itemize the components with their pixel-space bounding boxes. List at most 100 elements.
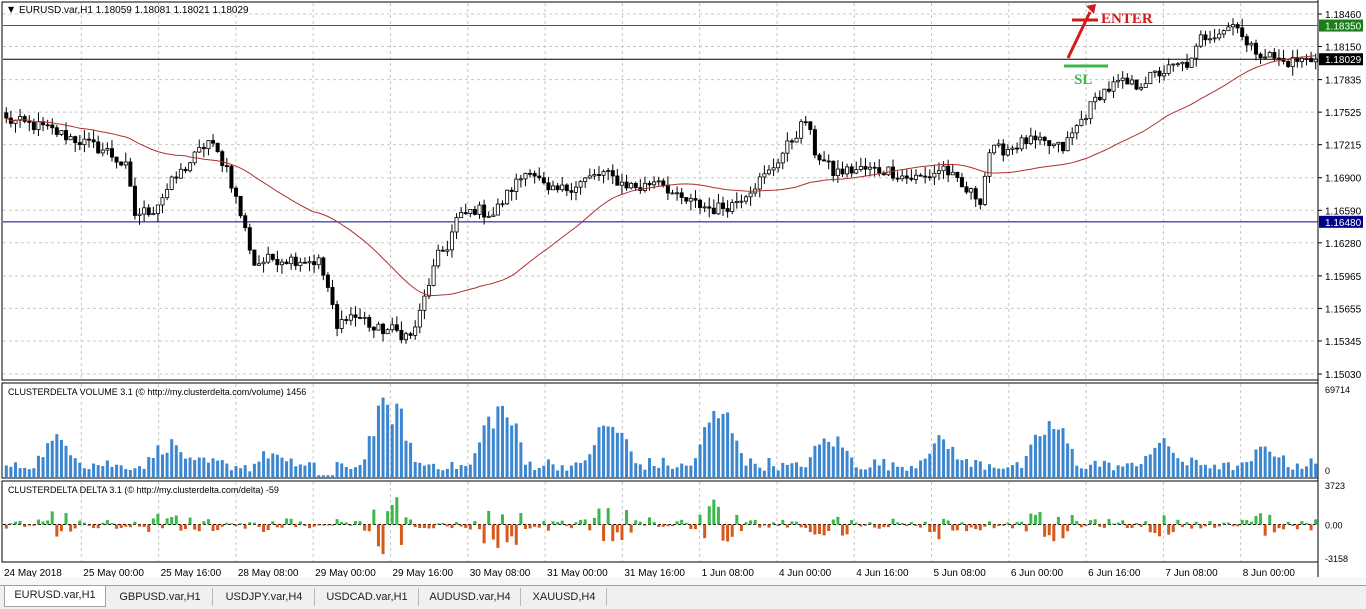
delta-bar [312,524,316,527]
tab-usdcad[interactable]: USDCAD.var,H1 [316,588,419,606]
delta-bar [1148,524,1152,533]
candle-body [482,204,487,218]
volume-bar [404,440,408,478]
volume-bar [1245,462,1249,478]
candle-body [670,192,675,195]
delta-bar [321,524,325,526]
delta-bar [891,518,895,525]
delta-bar [510,524,514,537]
delta-bar [804,524,808,528]
delta-bar [478,524,482,530]
volume-bar [1015,462,1019,478]
delta-bar [142,524,146,527]
volume-bar [381,397,385,478]
volume-bar [666,465,670,478]
candle-body [757,176,762,190]
volume-bar [785,464,789,478]
delta-bar [156,513,160,525]
tab-audusd[interactable]: AUDUSD.var,H4 [420,588,521,606]
tab-eurusd[interactable]: EURUSD.var,H1 [4,586,106,607]
y-tick-label: 1.16590 [1325,206,1362,217]
candle-body [321,257,326,276]
delta-bar [69,524,73,532]
candle-body [587,175,592,179]
volume-bar [716,418,720,478]
volume-bar [900,467,904,478]
candle-body [872,166,877,169]
delta-bar [625,510,629,525]
volume-bar [827,441,831,478]
candle-body [652,181,657,186]
delta-bar [317,524,321,526]
delta-bar [1254,515,1258,525]
candle-body [936,170,941,174]
candle-body [835,168,840,176]
volume-bar [625,439,629,478]
delta-bar [1245,520,1249,525]
volume-bar [46,443,50,478]
candle-body [762,173,767,178]
candle-body [220,151,225,166]
candle-body [275,259,280,266]
candle-body [385,329,390,335]
tab-usdjpy[interactable]: USDJPY.var,H4 [214,588,315,606]
delta-bar [799,524,803,528]
delta-bar [220,524,224,527]
delta-bar [634,520,638,525]
candle-body [721,202,726,209]
volume-bar [951,446,955,478]
delta-bar [1079,524,1083,528]
volume-bar [556,470,560,478]
x-tick-label: 25 May 16:00 [161,568,222,579]
volume-bar [1277,457,1281,478]
volume-bar [326,475,330,478]
candle-body [100,149,105,154]
delta-bar [32,524,36,526]
delta-bar [744,522,748,525]
candle-body [408,333,413,336]
candle-body [541,177,546,184]
candle-body [826,160,831,163]
delta-bar [1272,524,1276,533]
delta-bar [1070,515,1074,525]
delta-bar [749,520,753,525]
candle-body [348,314,353,321]
delta-bar [758,524,762,528]
candle-body [454,217,459,233]
volume-y-tick: 0 [1325,466,1330,476]
delta-bar [243,524,247,529]
candle-body [748,192,753,198]
delta-bar [1112,523,1116,525]
delta-bar [1268,514,1272,525]
delta-bar [1135,522,1139,525]
chart-canvas[interactable]: 24 May 2018 25 May 00:00 25 May 16:00 28 Ma… [0,0,1366,585]
tab-gbpusd[interactable]: GBPUSD.var,H1 [108,588,213,606]
candle-body [578,181,583,188]
delta-bar [1171,524,1175,533]
delta-bar [1291,524,1295,527]
candle-body [1180,61,1185,65]
volume-bar [1222,462,1226,478]
delta-bar [1010,524,1014,529]
candle-body [339,319,344,329]
delta-bar [18,520,22,525]
delta-bar [909,522,913,525]
delta-bar [946,520,950,525]
volume-bar [808,457,812,478]
volume-bar [1139,464,1143,478]
tab-xauusd[interactable]: XAUUSD,H4 [522,588,607,606]
delta-bar [859,524,863,527]
delta-bar [840,524,844,536]
delta-bar [1282,524,1286,530]
delta-bar [211,524,215,531]
candle-body [142,207,147,215]
delta-bar [629,524,633,533]
candle-body [371,326,376,331]
delta-bar [1043,524,1047,537]
delta-bar [648,517,652,525]
volume-bar [69,455,73,478]
delta-bar [262,524,266,532]
delta-bar [1203,524,1207,527]
volume-bar [18,468,22,478]
candle-body [606,170,611,173]
